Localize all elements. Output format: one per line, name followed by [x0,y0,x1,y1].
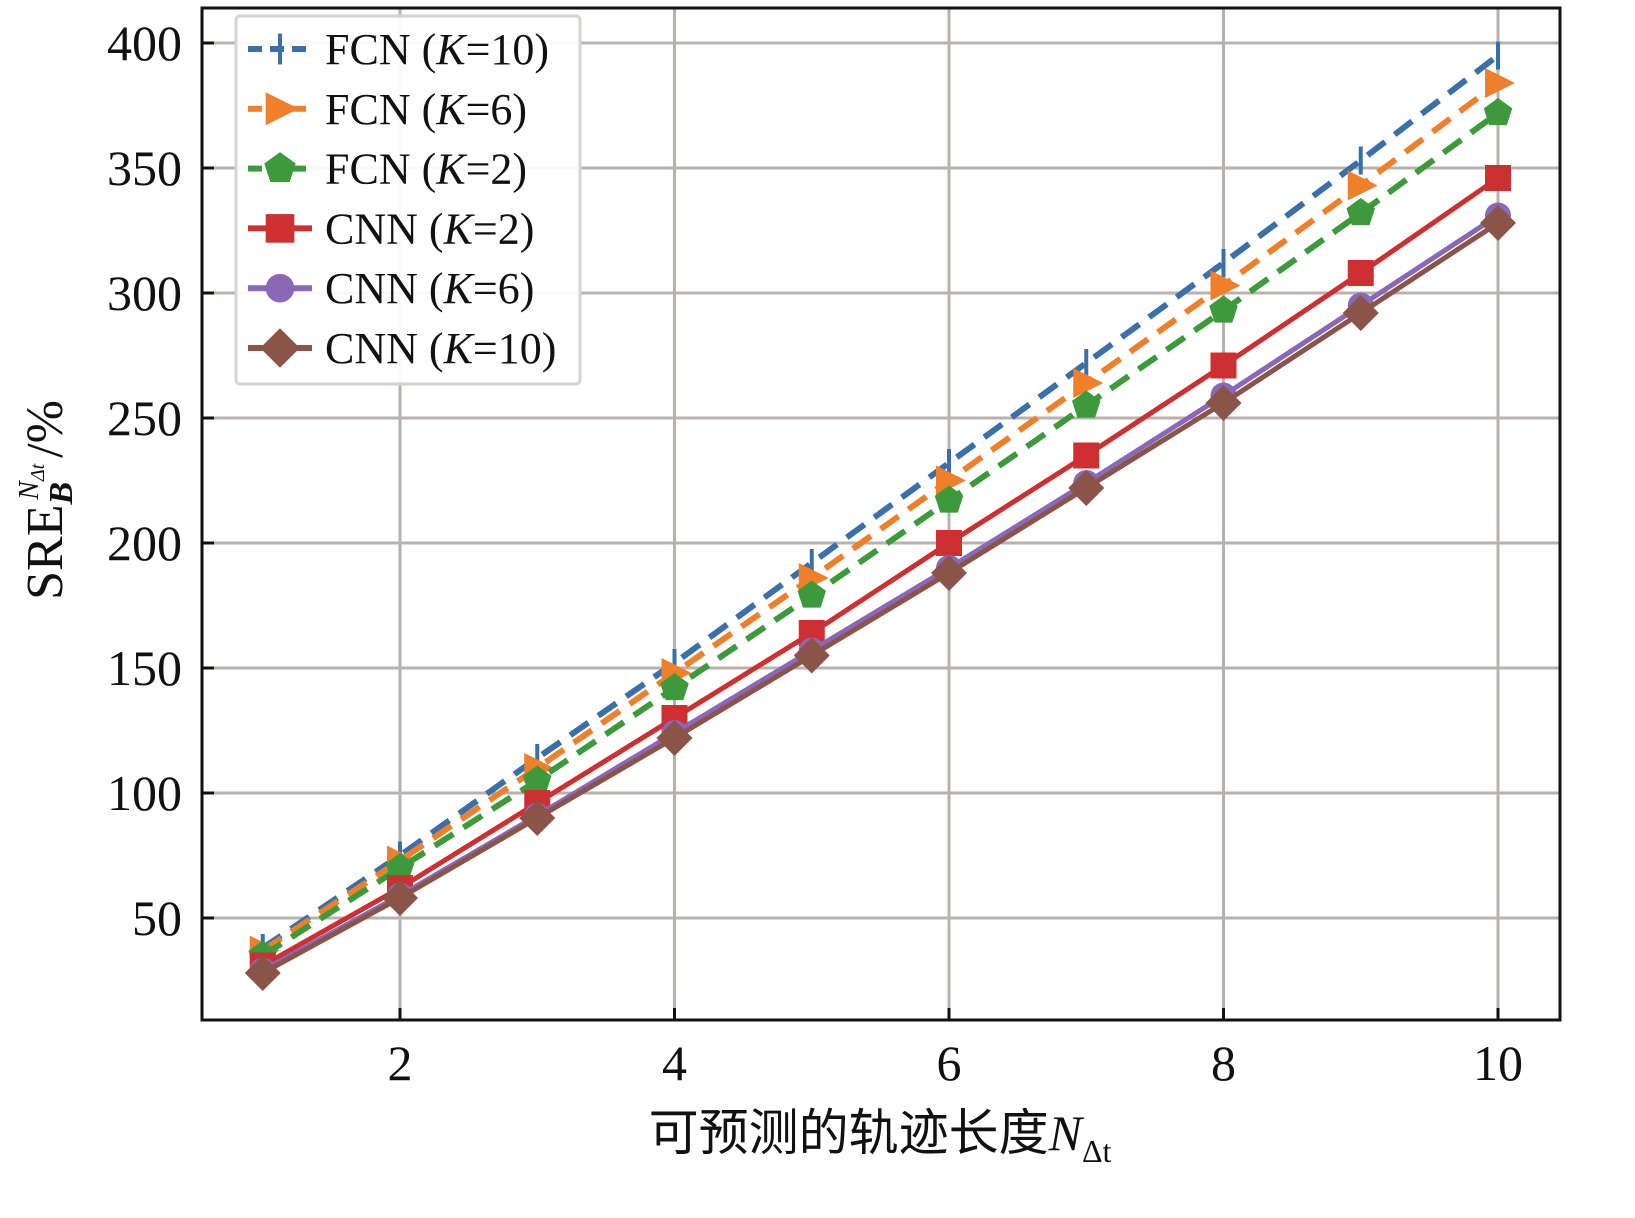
legend-item: FCN (K=10) [248,25,549,74]
data-point-pentagon [1071,390,1101,418]
legend-label: CNN (K=10) [325,324,556,373]
data-point-triangle-right [1073,368,1104,398]
triangle-right-legend-icon [265,92,299,126]
legend-item: FCN (K=2) [248,145,527,194]
legend-item: CNN (K=10) [248,324,556,373]
data-point-pentagon [1483,98,1513,126]
series-fcn-k-10 [260,41,1500,962]
series-cnn-k-10 [244,205,1516,991]
x-axis-label: 可预测的轨迹长度NΔt [649,1105,1112,1169]
legend: FCN (K=10) FCN (K=6) FCN (K=2) CNN (K=2) CNN… [234,14,582,386]
x-tick-label: 6 [937,1035,962,1091]
square-legend-icon [265,214,295,243]
legend-item: CNN (K=6) [248,264,534,313]
y-axis-label: SREBNΔt/% [14,400,80,600]
x-tick-label: 4 [662,1035,687,1091]
data-point-triangle-right [936,465,966,496]
y-tick-label: 250 [107,390,182,446]
series-fcn-k-2 [248,98,1513,968]
y-tick-label: 150 [107,640,182,696]
y-tick-label: 350 [107,140,182,196]
legend-label: CNN (K=2) [325,204,534,253]
legend-box [234,14,582,386]
data-point-diamond [519,800,556,836]
y-tick-label: 100 [107,765,182,821]
data-series [244,41,1516,991]
legend-label: FCN (K=6) [325,85,527,134]
diamond-legend-icon [260,328,300,368]
data-point-triangle-right [1210,270,1241,301]
y-tick-label: 400 [107,15,182,71]
data-point-pentagon [660,673,689,701]
data-point-triangle-right [1347,170,1378,201]
legend-item: FCN (K=6) [248,85,527,134]
y-tick-label: 200 [107,515,182,571]
y-tick-label: 300 [107,265,182,321]
data-point-square [1073,442,1100,469]
data-point-pentagon [1209,295,1238,323]
data-point-diamond [793,637,830,674]
axes [200,6,1562,1022]
data-point-diamond [1342,295,1379,331]
data-point-square [1485,165,1511,191]
x-tick-label: 10 [1473,1035,1523,1091]
data-point-pentagon [934,485,964,513]
plot-frame [200,6,1562,1022]
data-point-diamond [931,555,967,591]
tick-labels: 2 4 6 8 10 50 100 150 200 250 300 350 400 [107,15,1523,1091]
data-point-pentagon [522,765,552,793]
data-point-diamond [244,955,281,991]
x-tick-label: 8 [1211,1035,1236,1091]
pentagon-legend-icon [264,152,296,182]
data-point-diamond [1205,385,1242,421]
data-point-triangle-right [1485,68,1515,98]
legend-label: CNN (K=6) [325,264,534,313]
data-point-diamond [382,880,418,916]
data-point-pentagon [385,853,415,881]
data-point-square [1347,260,1374,286]
legend-label: FCN (K=10) [325,25,549,74]
legend-label: FCN (K=2) [325,145,527,194]
legend-item: CNN (K=2) [248,204,534,253]
x-tick-label: 2 [388,1035,413,1091]
y-tick-label: 50 [132,890,182,946]
circle-legend-icon [265,273,295,303]
data-point-diamond [1480,205,1516,241]
data-point-square [936,530,962,556]
data-point-diamond [1068,470,1105,506]
data-point-pentagon [797,580,827,608]
axis-labels: 可预测的轨迹长度NΔt SREBNΔt/% [14,400,1112,1169]
data-point-diamond [656,720,693,756]
data-point-pentagon [1346,198,1376,226]
data-point-square [1210,352,1237,379]
